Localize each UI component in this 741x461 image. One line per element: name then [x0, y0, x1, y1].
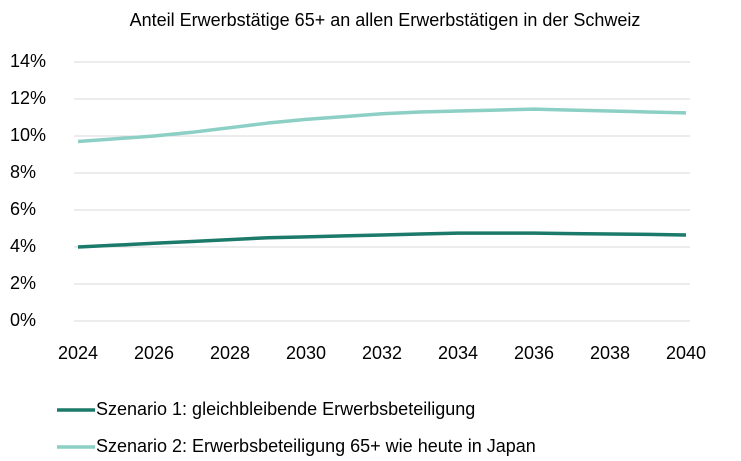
y-tick-label: 14%	[10, 51, 46, 71]
legend-label: Szenario 1: gleichbleibende Erwerbsbetei…	[96, 399, 475, 419]
x-tick-label: 2028	[210, 343, 250, 363]
y-tick-label: 0%	[10, 310, 36, 330]
legend-label: Szenario 2: Erwerbsbeteiligung 65+ wie h…	[96, 436, 536, 456]
x-tick-label: 2030	[286, 343, 326, 363]
x-tick-label: 2036	[514, 343, 554, 363]
x-tick-label: 2024	[58, 343, 98, 363]
x-tick-label: 2040	[666, 343, 706, 363]
y-tick-label: 12%	[10, 88, 46, 108]
x-tick-label: 2032	[362, 343, 402, 363]
x-tick-label: 2026	[134, 343, 174, 363]
y-tick-label: 8%	[10, 162, 36, 182]
x-tick-label: 2038	[590, 343, 630, 363]
series-line	[77, 107, 687, 144]
y-tick-label: 6%	[10, 199, 36, 219]
y-tick-label: 2%	[10, 273, 36, 293]
chart-title: Anteil Erwerbstätige 65+ an allen Erwerb…	[130, 10, 641, 30]
x-tick-label: 2034	[438, 343, 478, 363]
series-line	[77, 231, 687, 249]
y-tick-label: 4%	[10, 236, 36, 256]
y-tick-label: 10%	[10, 125, 46, 145]
